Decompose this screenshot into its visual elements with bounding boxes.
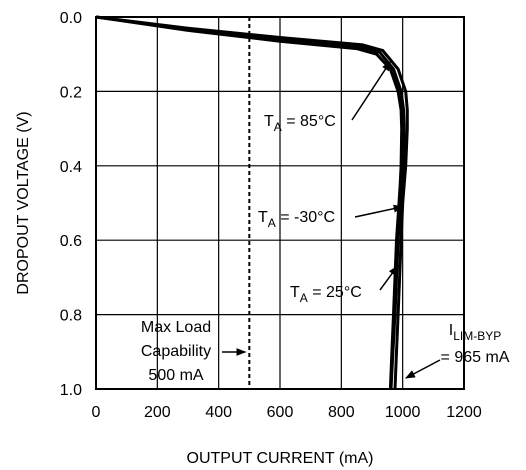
- annotation-minus30c-sub: A: [268, 216, 276, 230]
- x-tick-labels: 0 200 400 600 800 1000 1200: [92, 404, 482, 421]
- limit-label-main: I: [449, 322, 453, 339]
- y-tick-label: 0.8: [60, 308, 82, 325]
- annotation-85c-sub: A: [274, 120, 282, 134]
- max-load-label-line3: 500 mA: [148, 367, 203, 384]
- y-tick-label: 0.4: [60, 159, 82, 176]
- annotation-minus30c-rest: = -30°C: [276, 209, 335, 226]
- plot-frame: [95, 16, 465, 390]
- svg-text:TA = 85°C: TA = 85°C: [264, 113, 336, 134]
- x-tick-label: 400: [205, 404, 232, 421]
- annotation-25c-sub: A: [300, 291, 308, 305]
- max-load-label-line1: Max Load: [141, 319, 211, 336]
- x-tick-label: 0: [92, 404, 101, 421]
- x-tick-label: 600: [267, 404, 294, 421]
- annotation-minus30c: TA = -30°C: [258, 204, 404, 230]
- annotation-85c: TA = 85°C: [264, 60, 392, 134]
- x-tick-label: 200: [144, 404, 171, 421]
- x-axis-label: OUTPUT CURRENT (mA): [187, 450, 374, 467]
- annotation-25c-rest: = 25°C: [308, 284, 362, 301]
- limit-arrow: [405, 359, 441, 379]
- series-line-0: [95, 15, 409, 390]
- annotation-25c: TA = 25°C: [290, 265, 399, 305]
- limit-label-line1: ILIM-BYP: [449, 322, 501, 343]
- y-axis-label: DROPOUT VOLTAGE (V): [15, 111, 32, 294]
- annotation-minus30c-main: T: [258, 209, 268, 226]
- svg-text:TA = -30°C: TA = -30°C: [258, 209, 335, 230]
- x-tick-label: 800: [328, 404, 355, 421]
- y-tick-label: 0.6: [60, 233, 82, 250]
- annotation-85c-rest: = 85°C: [282, 113, 336, 130]
- max-load-label-line2: Capability: [141, 343, 211, 360]
- y-tick-labels: 0.0 0.2 0.4 0.6 0.8 1.0: [60, 10, 82, 399]
- y-tick-label: 0.0: [60, 10, 82, 27]
- series-line-2: [95, 15, 404, 390]
- y-tick-label: 1.0: [60, 382, 82, 399]
- annotation-25c-main: T: [290, 284, 300, 301]
- annotation-25c-arrow: [379, 265, 399, 291]
- limit-label-sub: LIM-BYP: [453, 329, 501, 343]
- series-group: [95, 15, 409, 390]
- annotation-85c-main: T: [264, 113, 274, 130]
- x-tick-label: 1000: [385, 404, 421, 421]
- annotation-minus30c-arrow: [354, 204, 404, 218]
- x-tick-label: 1200: [446, 404, 482, 421]
- y-tick-label: 0.2: [60, 84, 82, 101]
- annotation-85c-arrow: [351, 60, 392, 121]
- limit-label-line2: = 965 mA: [441, 349, 510, 366]
- svg-text:TA = 25°C: TA = 25°C: [290, 284, 362, 305]
